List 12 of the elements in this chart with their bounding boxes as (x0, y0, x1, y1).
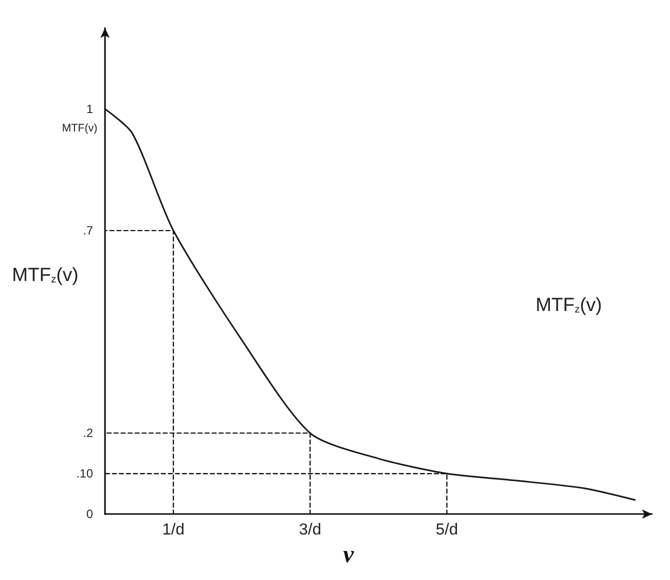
y-tick-label: .7 (82, 224, 94, 238)
text: MTF(v) (62, 122, 98, 134)
y-axis-title: MTFz(v) (12, 265, 78, 286)
x-tick-label: 5/d (436, 522, 458, 539)
annotation: MTFz(v) (536, 295, 602, 316)
x-axis-title: v (343, 542, 354, 568)
y-tick-label: 1 (86, 102, 94, 116)
y-tick-label: .2 (82, 426, 94, 440)
x-tick-label: 3/d (299, 522, 322, 539)
y-tick-label: 0 (86, 507, 94, 522)
y-tick-label: .10 (76, 466, 94, 481)
x-tick-label: 1/d (162, 522, 184, 539)
